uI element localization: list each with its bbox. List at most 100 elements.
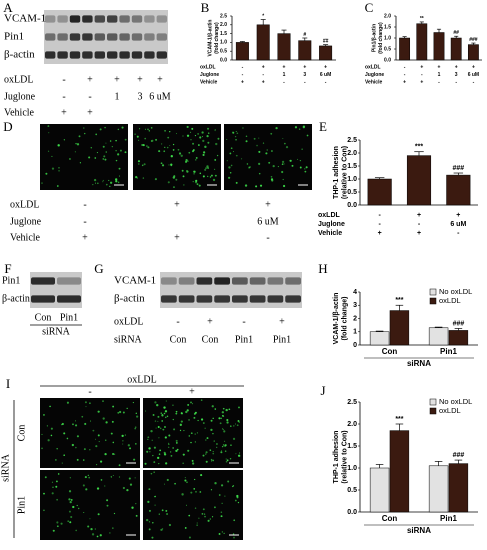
panel-letter: J bbox=[320, 383, 325, 398]
condition-label: siRNA bbox=[114, 334, 143, 345]
cell-dot bbox=[96, 182, 99, 185]
cell-dot bbox=[154, 495, 156, 498]
cell-dot bbox=[223, 415, 225, 417]
cell-dot bbox=[210, 174, 213, 177]
condition-cell: + bbox=[420, 64, 423, 70]
micrograph bbox=[143, 470, 243, 540]
x-tick-label: Pin1 bbox=[440, 347, 457, 356]
error-bar bbox=[374, 177, 385, 179]
lane-label: Con bbox=[35, 312, 52, 323]
cell-dot bbox=[207, 519, 210, 522]
cell-dot bbox=[138, 163, 140, 165]
condition-cell: - bbox=[262, 72, 264, 78]
cell-dot bbox=[197, 133, 199, 135]
blot-band bbox=[107, 15, 118, 23]
blot-band bbox=[285, 277, 301, 285]
cell-dot bbox=[110, 476, 112, 478]
bar bbox=[416, 23, 428, 61]
cell-dot bbox=[111, 145, 113, 148]
bar bbox=[235, 42, 249, 61]
cell-dot bbox=[199, 172, 202, 175]
blot-band bbox=[156, 15, 167, 23]
error-bar bbox=[454, 459, 463, 464]
condition-cell: - bbox=[457, 230, 460, 237]
significance-mark: * bbox=[262, 13, 264, 19]
error-bar bbox=[239, 41, 245, 43]
cell-dot bbox=[56, 448, 58, 450]
y-tick-label: 3 bbox=[353, 302, 357, 309]
cell-dot bbox=[185, 159, 188, 162]
cell-dot bbox=[165, 509, 168, 512]
error-bar bbox=[375, 464, 384, 468]
cell-dot bbox=[154, 178, 157, 181]
cell-dot bbox=[135, 176, 138, 179]
cell-dot bbox=[87, 525, 90, 528]
row-label: Pin1 bbox=[16, 496, 27, 514]
condition-cell: 3 bbox=[455, 72, 458, 78]
cell-dot bbox=[169, 130, 171, 133]
cell-dot bbox=[63, 454, 65, 456]
cell-dot bbox=[229, 172, 232, 174]
cell-dot bbox=[200, 473, 203, 477]
cell-dot bbox=[200, 418, 204, 421]
cell-dot bbox=[226, 138, 228, 140]
y-tick-label: 1.0 bbox=[347, 176, 357, 183]
cell-dot bbox=[168, 443, 170, 445]
cell-dot bbox=[58, 167, 60, 169]
cell-dot bbox=[157, 426, 160, 429]
cell-dot bbox=[172, 404, 174, 406]
cell-dot bbox=[148, 488, 151, 491]
cell-dot bbox=[105, 439, 107, 441]
x-axis-label: siRNA bbox=[407, 526, 431, 535]
significance-mark: ### bbox=[469, 37, 478, 43]
blot-band bbox=[69, 51, 81, 59]
cell-dot bbox=[183, 184, 185, 186]
significance-mark: ## bbox=[323, 39, 329, 45]
cell-dot bbox=[102, 181, 104, 183]
cell-dot bbox=[55, 485, 58, 488]
cell-dot bbox=[87, 474, 89, 476]
y-tick-label: 0.0 bbox=[347, 509, 357, 516]
cell-dot bbox=[115, 150, 117, 152]
cell-dot bbox=[224, 450, 227, 452]
blot-band bbox=[69, 15, 81, 23]
condition-cell: - bbox=[176, 316, 179, 327]
cell-dot bbox=[100, 479, 103, 481]
condition-cell: + bbox=[87, 107, 93, 118]
cell-dot bbox=[146, 450, 149, 453]
cell-dot bbox=[230, 164, 233, 167]
cell-dot bbox=[124, 151, 127, 154]
y-tick-label: 0.5 bbox=[384, 46, 391, 52]
cell-dot bbox=[148, 521, 151, 523]
cell-dot bbox=[158, 437, 160, 439]
cell-dot bbox=[197, 144, 200, 146]
cell-dot bbox=[122, 411, 125, 414]
cell-dot bbox=[158, 150, 161, 153]
blot-band bbox=[144, 33, 155, 41]
cell-dot bbox=[193, 416, 196, 419]
cell-dot bbox=[228, 408, 231, 411]
cell-dot bbox=[304, 170, 307, 173]
cell-dot bbox=[240, 158, 243, 160]
cell-dot bbox=[83, 448, 86, 451]
error-bar bbox=[395, 304, 404, 311]
cell-dot bbox=[203, 151, 206, 154]
cell-dot bbox=[163, 406, 166, 409]
condition-cell: 1 bbox=[115, 91, 120, 102]
cell-dot bbox=[282, 178, 284, 181]
cell-dot bbox=[56, 525, 59, 528]
condition-cell: 6 uM bbox=[320, 72, 331, 78]
condition-cell: 1 bbox=[283, 72, 286, 78]
error-bar bbox=[454, 35, 459, 38]
cell-dot bbox=[299, 166, 302, 169]
cell-dot bbox=[69, 500, 72, 504]
cell-dot bbox=[153, 461, 156, 463]
cell-dot bbox=[41, 182, 43, 184]
condition-label: Juglone bbox=[318, 221, 345, 228]
cell-dot bbox=[219, 422, 222, 425]
blot-band bbox=[57, 33, 68, 41]
cell-dot bbox=[235, 423, 237, 425]
band-label: VCAM-1 bbox=[4, 13, 46, 25]
bar bbox=[446, 174, 471, 206]
cell-dot bbox=[226, 418, 229, 422]
